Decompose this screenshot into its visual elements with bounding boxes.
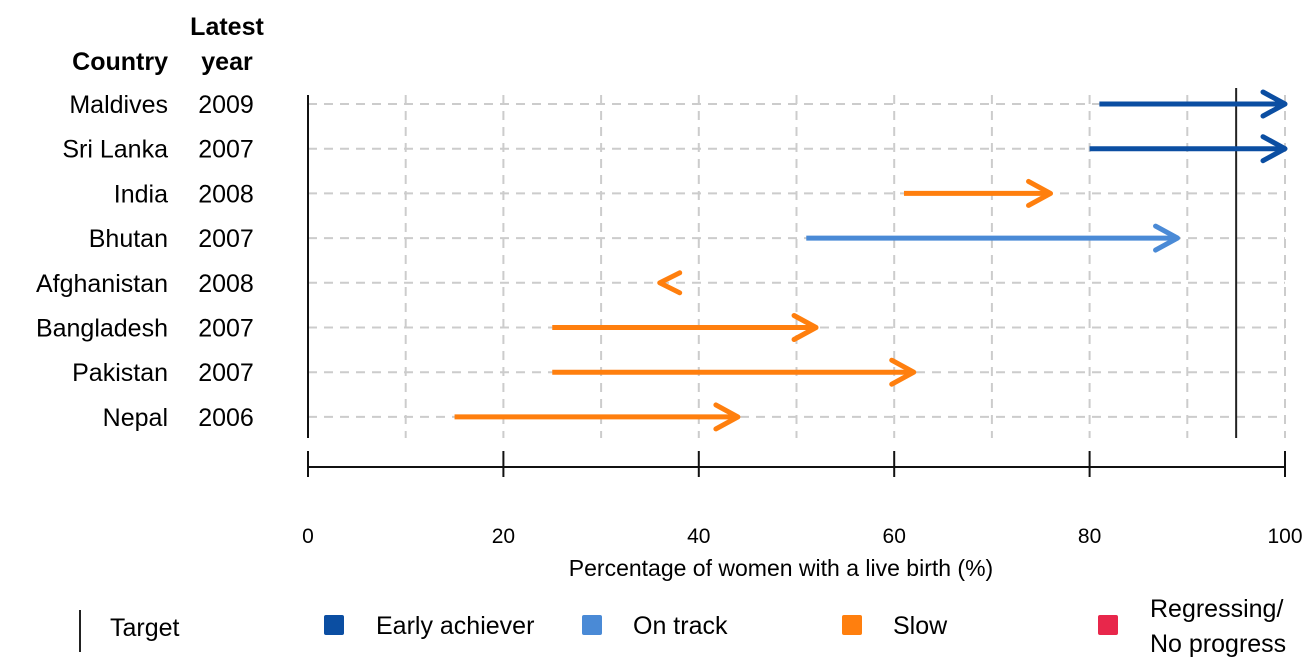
arrow-head bbox=[791, 313, 819, 342]
country-label: Bangladesh bbox=[36, 315, 168, 343]
legend-ontrack-label: On track bbox=[633, 612, 728, 640]
legend-slow-label: Slow bbox=[893, 612, 948, 640]
country-label: Nepal bbox=[103, 404, 168, 432]
country-label: Afghanistan bbox=[36, 270, 168, 298]
x-tick-label: 0 bbox=[302, 525, 314, 548]
country-label: Maldives bbox=[69, 91, 168, 119]
arrow-head bbox=[713, 402, 741, 432]
arrow-head bbox=[1026, 178, 1054, 208]
x-tick-label: 100 bbox=[1267, 525, 1302, 548]
arrow-head bbox=[1260, 134, 1288, 164]
arrow-head bbox=[657, 270, 683, 296]
arrow-head bbox=[1260, 89, 1288, 119]
year-label: 2007 bbox=[198, 315, 254, 343]
header-year-line2: year bbox=[201, 48, 253, 76]
country-label: Pakistan bbox=[72, 359, 168, 387]
x-tick-label: 40 bbox=[687, 525, 710, 548]
legend-ontrack-swatch bbox=[582, 615, 602, 635]
x-axis-title: Percentage of women with a live birth (%… bbox=[569, 555, 993, 581]
arrow-head bbox=[1153, 223, 1181, 253]
header-year-line1: Latest bbox=[190, 13, 264, 41]
legend-target-label: Target bbox=[110, 614, 180, 642]
x-tick-label: 20 bbox=[492, 525, 515, 548]
legend-early-label: Early achiever bbox=[376, 612, 534, 640]
year-label: 2007 bbox=[198, 225, 254, 253]
country-label: Sri Lanka bbox=[62, 136, 168, 164]
year-label: 2006 bbox=[198, 404, 254, 432]
x-tick-label: 80 bbox=[1078, 525, 1101, 548]
x-axis: 0 20 40 60 80 100 bbox=[302, 451, 1303, 548]
year-label: 2008 bbox=[198, 180, 254, 208]
country-label: India bbox=[114, 180, 168, 208]
legend-regress-swatch bbox=[1098, 615, 1118, 635]
x-tick-label: 60 bbox=[883, 525, 906, 548]
year-label: 2007 bbox=[198, 359, 254, 387]
arrow-head bbox=[889, 357, 917, 387]
legend-regress-label-1: Regressing/ bbox=[1150, 595, 1283, 623]
legend-early-swatch bbox=[324, 615, 344, 635]
year-label: 2009 bbox=[198, 91, 254, 119]
year-label: 2008 bbox=[198, 270, 254, 298]
country-label: Bhutan bbox=[89, 225, 168, 253]
legend-regress-label-2: No progress bbox=[1150, 630, 1286, 658]
legend-slow-swatch bbox=[842, 615, 862, 635]
header-country: Country bbox=[72, 48, 168, 76]
legend: Target Early achiever On track Slow Regr… bbox=[79, 595, 1286, 658]
year-label: 2007 bbox=[198, 136, 254, 164]
rows: Maldives 2009 Sri Lanka 2007 India 2008 Bhutan… bbox=[36, 89, 1288, 432]
